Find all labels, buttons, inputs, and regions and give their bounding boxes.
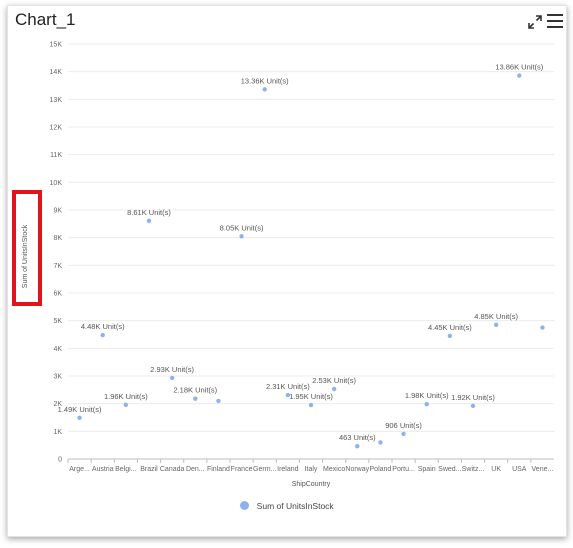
y-tick-label: 3K: [53, 374, 62, 381]
expand-icon[interactable]: [528, 15, 542, 29]
data-label: 2.31K Unit(s): [266, 382, 310, 391]
y-tick-label: 8K: [53, 235, 62, 242]
data-point[interactable]: [517, 73, 522, 78]
x-tick-label: Den...: [186, 466, 205, 473]
x-tick-label: Canada: [160, 466, 185, 473]
legend-label: Sum of UnitsInStock: [256, 500, 334, 511]
y-tick-label: 10K: [50, 180, 63, 187]
chart-title: Chart_1: [15, 10, 76, 29]
x-tick-label: Italy: [305, 466, 318, 473]
y-axis-ticks: 0 1K 2K 3K 4K 5K 6K 7K 8K 9K 10K 11K 12K 13K 14K 15K: [50, 42, 63, 464]
data-point[interactable]: [285, 392, 291, 398]
data-point[interactable]: [401, 431, 406, 437]
chart-card: Chart_1 0 1K 2K 3K 4K 5K 6K 7K 8K 9K 10K 11K 12K 13K 1…: [7, 5, 567, 537]
data-label: 4.45K Unit(s): [428, 323, 472, 332]
y-tick-label: 4K: [53, 346, 62, 353]
hamburger-menu-icon[interactable]: [547, 14, 563, 28]
y-tick-label: 5K: [53, 318, 62, 325]
x-axis-title: ShipCountry: [292, 481, 331, 488]
data-label: 2.53K Unit(s): [312, 376, 356, 385]
y-axis-title: Sum of UnitsInStock: [22, 224, 29, 288]
y-tick-label: 1K: [53, 429, 62, 436]
x-tick-label: Belgi...: [115, 466, 136, 473]
data-point[interactable]: [424, 402, 429, 407]
data-point[interactable]: [378, 440, 383, 445]
data-point[interactable]: [123, 402, 129, 407]
data-point[interactable]: [193, 396, 198, 401]
data-point[interactable]: [239, 234, 244, 239]
data-label: 1.92K Unit(s): [451, 393, 495, 402]
data-label: 463 Unit(s): [339, 433, 376, 442]
x-tick-label: Austria: [92, 466, 114, 473]
x-tick-label: Germ...: [253, 466, 276, 473]
x-tick-label: Switz...: [462, 466, 485, 473]
data-point[interactable]: [331, 386, 337, 392]
y-tick-label: 7K: [53, 263, 62, 270]
data-label: 13.86K Unit(s): [495, 63, 543, 72]
data-point[interactable]: [169, 375, 175, 381]
data-point[interactable]: [146, 218, 152, 223]
data-label: 8.61K Unit(s): [127, 208, 171, 217]
data-point[interactable]: [540, 325, 545, 330]
data-label: 1.98K Unit(s): [405, 391, 449, 400]
chart-legend[interactable]: Sum of UnitsInStock: [8, 500, 566, 511]
y-tick-label: 9K: [53, 208, 62, 215]
data-points: [77, 73, 545, 449]
y-tick-label: 0: [58, 457, 62, 464]
x-tick-label: Spain: [418, 466, 436, 473]
data-label: 1.49K Unit(s): [58, 405, 102, 414]
data-point[interactable]: [447, 333, 453, 339]
x-tick-label: Brazil: [140, 466, 158, 473]
x-tick-label: Swed...: [438, 466, 461, 473]
highlight-box: [12, 190, 42, 306]
y-tick-label: 6K: [53, 291, 62, 298]
x-tick-label: Finland: [207, 466, 230, 473]
x-tick-label: UK: [491, 466, 501, 473]
data-label: 13.36K Unit(s): [241, 76, 289, 85]
x-tick-label: Vene...: [532, 466, 554, 473]
data-label: 4.48K Unit(s): [81, 322, 125, 331]
data-label: 906 Unit(s): [385, 421, 422, 430]
y-tick-label: 13K: [50, 97, 63, 104]
data-point[interactable]: [100, 332, 105, 338]
x-tick-label: Poland: [370, 466, 392, 473]
y-tick-label: 15K: [50, 42, 63, 49]
data-point[interactable]: [216, 398, 221, 404]
data-point[interactable]: [77, 415, 82, 420]
x-tick-label: Mexico: [323, 466, 345, 473]
x-tick-label: USA: [512, 466, 527, 473]
x-axis-ticks: Arge... Austria Belgi... Brazil Canada Den...…: [67, 459, 554, 473]
data-label: 1.96K Unit(s): [104, 392, 148, 401]
x-tick-label: France: [231, 466, 253, 473]
data-label: 2.93K Unit(s): [150, 365, 194, 374]
data-label: 4.85K Unit(s): [474, 312, 518, 321]
x-tick-label: Norway: [345, 466, 369, 473]
gridlines: [68, 43, 554, 460]
y-tick-label: 11K: [50, 152, 62, 159]
data-label: 2.18K Unit(s): [173, 386, 217, 395]
x-tick-label: Arge...: [69, 466, 90, 473]
data-point[interactable]: [493, 322, 499, 328]
data-labels: 1.49K Unit(s) 4.48K Unit(s) 1.96K Unit(s) 8…: [58, 63, 544, 443]
y-tick-label: 12K: [50, 125, 63, 132]
y-tick-label: 2K: [53, 401, 62, 408]
y-tick-label: 14K: [50, 69, 63, 76]
legend-marker: [240, 501, 250, 511]
scatter-chart: 0 1K 2K 3K 4K 5K 6K 7K 8K 9K 10K 11K 12K 13K 14K 15K Ar…: [22, 42, 554, 488]
data-point[interactable]: [308, 402, 314, 408]
data-point[interactable]: [470, 403, 476, 409]
x-tick-label: Ireland: [277, 466, 299, 473]
data-label: 1.95K Unit(s): [289, 392, 333, 401]
data-label: 8.05K Unit(s): [220, 223, 264, 232]
data-point[interactable]: [355, 443, 360, 449]
data-point[interactable]: [262, 87, 267, 92]
x-tick-label: Portu...: [392, 466, 415, 473]
